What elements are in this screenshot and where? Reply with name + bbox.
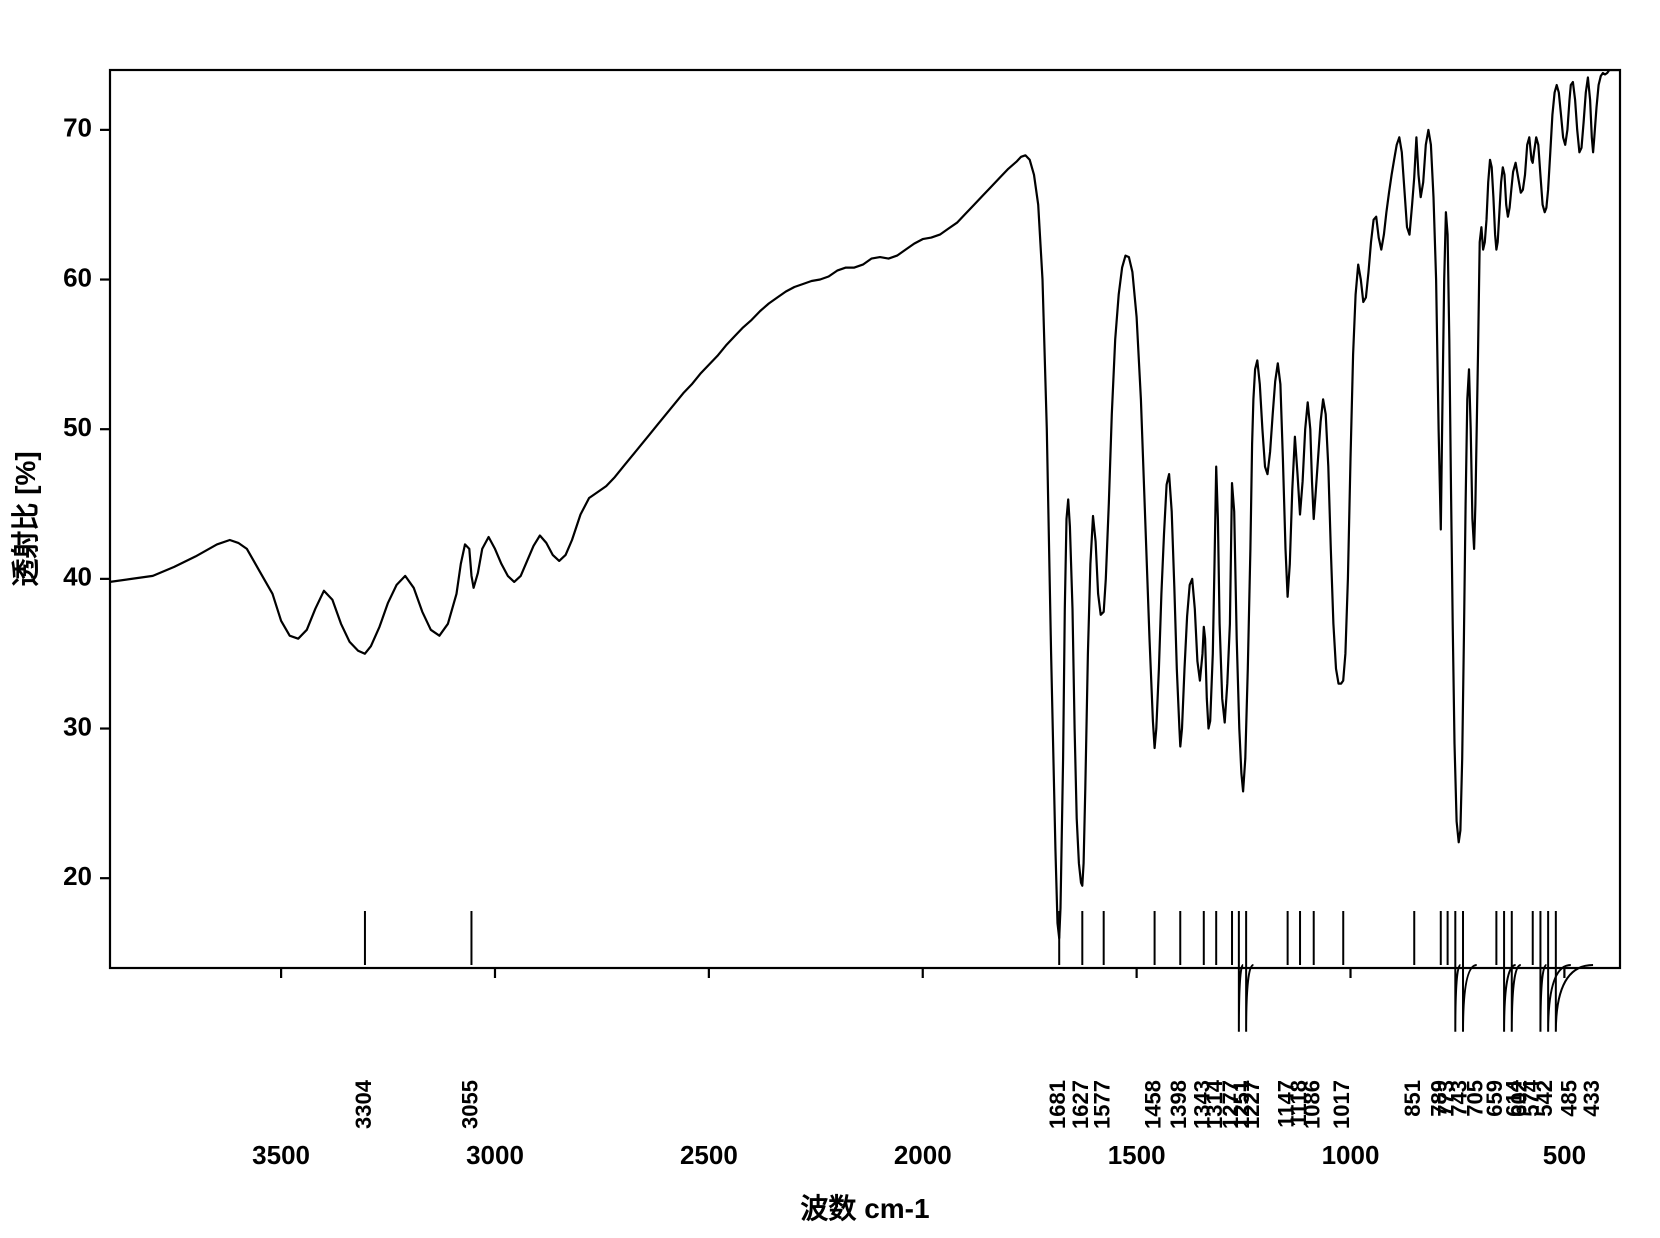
ir-spectrum-chart: 20 30 40 50 60 70 3500 3000 2500 2000 1500 1000 500 透… — [0, 0, 1660, 1238]
svg-text:485: 485 — [1557, 1080, 1582, 1117]
svg-text:3500: 3500 — [252, 1140, 310, 1170]
svg-text:2500: 2500 — [680, 1140, 738, 1170]
svg-text:500: 500 — [1543, 1140, 1586, 1170]
svg-text:30: 30 — [63, 711, 92, 741]
svg-text:3304: 3304 — [351, 1079, 376, 1129]
svg-text:60: 60 — [63, 262, 92, 292]
svg-text:1577: 1577 — [1090, 1080, 1115, 1129]
svg-text:851: 851 — [1400, 1080, 1425, 1117]
svg-text:542: 542 — [1532, 1080, 1557, 1117]
svg-text:1227: 1227 — [1239, 1080, 1264, 1129]
svg-text:1086: 1086 — [1300, 1080, 1325, 1129]
svg-text:40: 40 — [63, 562, 92, 592]
svg-text:3000: 3000 — [466, 1140, 524, 1170]
svg-text:1458: 1458 — [1140, 1080, 1165, 1129]
svg-text:1398: 1398 — [1166, 1080, 1191, 1129]
svg-text:3055: 3055 — [457, 1080, 482, 1129]
svg-text:1017: 1017 — [1329, 1080, 1354, 1129]
svg-text:1500: 1500 — [1108, 1140, 1166, 1170]
svg-text:透射比 [%]: 透射比 [%] — [10, 451, 41, 586]
svg-text:20: 20 — [63, 861, 92, 891]
svg-text:50: 50 — [63, 412, 92, 442]
chart-svg: 20 30 40 50 60 70 3500 3000 2500 2000 1500 1000 500 透… — [0, 0, 1660, 1238]
svg-text:1000: 1000 — [1322, 1140, 1380, 1170]
svg-text:433: 433 — [1579, 1080, 1604, 1117]
svg-text:波数 cm-1: 波数 cm-1 — [800, 1193, 929, 1224]
svg-text:2000: 2000 — [894, 1140, 952, 1170]
svg-text:1681: 1681 — [1045, 1080, 1070, 1129]
svg-text:70: 70 — [63, 113, 92, 143]
